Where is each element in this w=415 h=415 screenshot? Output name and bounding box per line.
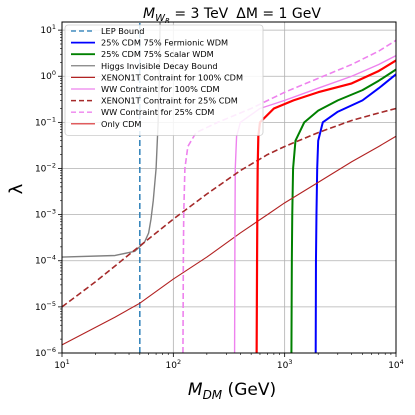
xlabel-m: M [188, 380, 203, 400]
chart-title: MWR = 3 TeV ΔM = 1 GeV [143, 6, 321, 25]
title-m-subsub: R [165, 17, 170, 25]
y-tick-label-7: 101 [40, 23, 56, 36]
plot-frame [61, 21, 397, 354]
x-tick-label-1: 102 [166, 358, 182, 371]
legend-label-3: Higgs Invisible Decay Bound [101, 61, 218, 71]
legend-label-7: WW Contraint for 25% CDM [101, 107, 214, 117]
series-line-1 [314, 73, 397, 354]
y-tick-label-5: 10−1 [35, 115, 56, 128]
y-tick-label-2: 10−4 [35, 254, 56, 267]
xlabel-unit: (GeV) [222, 380, 276, 400]
legend-box [64, 24, 264, 136]
legend-label-8: Only CDM [101, 119, 141, 129]
y-tick-label-1: 10−5 [35, 300, 56, 313]
axis-ticks: 101 102 103 104 10−6 10−5 10−4 10−3 10−2 10−1 100 1… [35, 23, 404, 371]
series-line-6 [61, 107, 397, 308]
y-tick-label-0: 10−6 [35, 346, 56, 359]
x-tick-label-2: 103 [277, 358, 293, 371]
title-m-value: = 3 TeV [170, 6, 229, 22]
series-line-4 [61, 135, 397, 346]
y-tick-label-6: 100 [40, 69, 56, 82]
title-m-sub: W [155, 13, 166, 24]
legend-label-5: WW Contraint for 100% CDM [101, 84, 220, 94]
legend-label-0: LEP Bound [101, 26, 144, 36]
x-axis-label: MDM (GeV) [188, 380, 276, 402]
legend-label-6: XENON1T Contraint for 25% CDM [101, 96, 238, 106]
title-delta: ΔM = 1 GeV [236, 6, 321, 22]
y-tick-label-4: 10−2 [35, 161, 56, 174]
legend-label-4: XENON1T Contraint for 100% CDM [101, 72, 243, 82]
title-m: M [143, 6, 155, 22]
x-tick-label-3: 104 [388, 358, 404, 371]
unlabeled-series-line-0 [255, 59, 397, 354]
legend-label-2: 25% CDM 75% Scalar WDM [101, 49, 214, 59]
xlabel-sub: DM [203, 388, 223, 402]
legend-label-1: 25% CDM 75% Fermionic WDM [101, 38, 228, 48]
series-line-2 [290, 68, 397, 354]
x-tick-label-0: 101 [54, 358, 70, 371]
y-tick-label-3: 10−3 [35, 208, 56, 221]
y-axis-label: λ [6, 183, 27, 194]
